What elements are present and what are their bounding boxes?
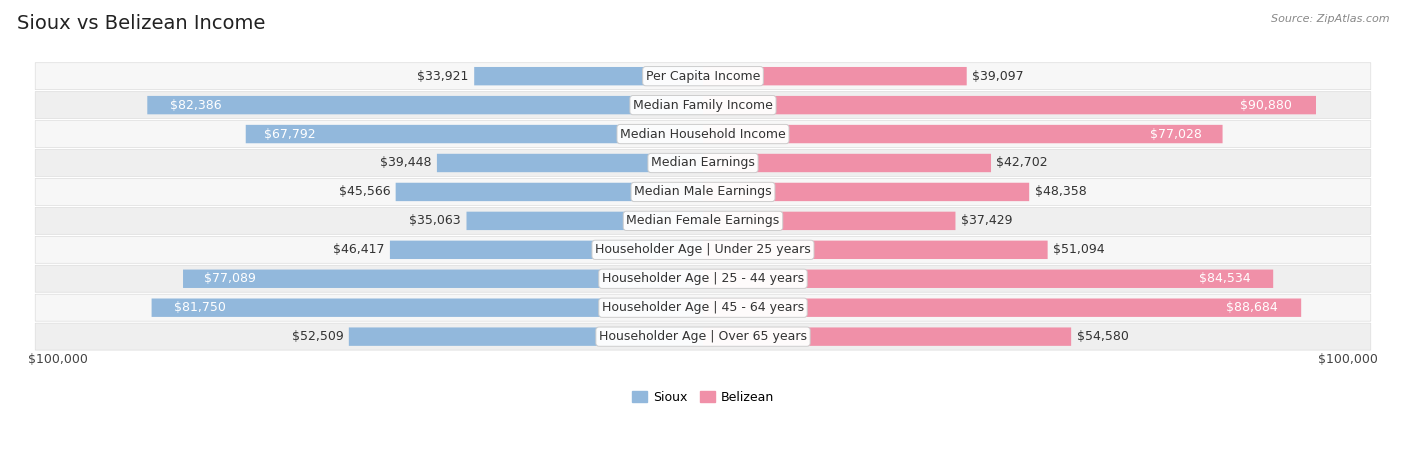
Text: $35,063: $35,063 bbox=[409, 214, 461, 227]
Text: Householder Age | Under 25 years: Householder Age | Under 25 years bbox=[595, 243, 811, 256]
FancyBboxPatch shape bbox=[35, 178, 1371, 205]
Text: $42,702: $42,702 bbox=[997, 156, 1047, 170]
Text: Sioux vs Belizean Income: Sioux vs Belizean Income bbox=[17, 14, 266, 33]
FancyBboxPatch shape bbox=[703, 298, 1301, 317]
FancyBboxPatch shape bbox=[35, 236, 1371, 263]
FancyBboxPatch shape bbox=[703, 327, 1071, 346]
Text: $39,097: $39,097 bbox=[972, 70, 1024, 83]
FancyBboxPatch shape bbox=[35, 120, 1371, 148]
FancyBboxPatch shape bbox=[467, 212, 703, 230]
FancyBboxPatch shape bbox=[437, 154, 703, 172]
FancyBboxPatch shape bbox=[35, 323, 1371, 350]
FancyBboxPatch shape bbox=[703, 96, 1316, 114]
FancyBboxPatch shape bbox=[703, 212, 956, 230]
FancyBboxPatch shape bbox=[246, 125, 703, 143]
Text: $77,089: $77,089 bbox=[204, 272, 256, 285]
Text: $33,921: $33,921 bbox=[418, 70, 468, 83]
Text: Householder Age | 25 - 44 years: Householder Age | 25 - 44 years bbox=[602, 272, 804, 285]
Text: $88,684: $88,684 bbox=[1226, 301, 1277, 314]
FancyBboxPatch shape bbox=[703, 154, 991, 172]
FancyBboxPatch shape bbox=[35, 294, 1371, 321]
FancyBboxPatch shape bbox=[35, 63, 1371, 90]
Text: $90,880: $90,880 bbox=[1240, 99, 1292, 112]
Text: $46,417: $46,417 bbox=[333, 243, 384, 256]
FancyBboxPatch shape bbox=[703, 241, 1047, 259]
Text: Median Male Earnings: Median Male Earnings bbox=[634, 185, 772, 198]
FancyBboxPatch shape bbox=[35, 207, 1371, 234]
Text: Median Household Income: Median Household Income bbox=[620, 127, 786, 141]
Text: Source: ZipAtlas.com: Source: ZipAtlas.com bbox=[1271, 14, 1389, 24]
FancyBboxPatch shape bbox=[389, 241, 703, 259]
FancyBboxPatch shape bbox=[474, 67, 703, 85]
Text: $51,094: $51,094 bbox=[1053, 243, 1105, 256]
Text: $54,580: $54,580 bbox=[1077, 330, 1129, 343]
Text: Householder Age | Over 65 years: Householder Age | Over 65 years bbox=[599, 330, 807, 343]
Text: $77,028: $77,028 bbox=[1150, 127, 1202, 141]
Text: Median Family Income: Median Family Income bbox=[633, 99, 773, 112]
Text: $37,429: $37,429 bbox=[960, 214, 1012, 227]
FancyBboxPatch shape bbox=[35, 92, 1371, 119]
Text: $100,000: $100,000 bbox=[28, 353, 89, 366]
Text: $39,448: $39,448 bbox=[380, 156, 432, 170]
Text: $100,000: $100,000 bbox=[1317, 353, 1378, 366]
FancyBboxPatch shape bbox=[35, 265, 1371, 292]
Text: $48,358: $48,358 bbox=[1035, 185, 1087, 198]
Text: $81,750: $81,750 bbox=[174, 301, 225, 314]
FancyBboxPatch shape bbox=[152, 298, 703, 317]
Legend: Sioux, Belizean: Sioux, Belizean bbox=[627, 386, 779, 409]
Text: Median Earnings: Median Earnings bbox=[651, 156, 755, 170]
Text: $67,792: $67,792 bbox=[264, 127, 316, 141]
FancyBboxPatch shape bbox=[703, 67, 967, 85]
Text: $84,534: $84,534 bbox=[1199, 272, 1250, 285]
FancyBboxPatch shape bbox=[35, 149, 1371, 177]
FancyBboxPatch shape bbox=[183, 269, 703, 288]
FancyBboxPatch shape bbox=[349, 327, 703, 346]
Text: $45,566: $45,566 bbox=[339, 185, 391, 198]
Text: Householder Age | 45 - 64 years: Householder Age | 45 - 64 years bbox=[602, 301, 804, 314]
FancyBboxPatch shape bbox=[148, 96, 703, 114]
FancyBboxPatch shape bbox=[395, 183, 703, 201]
FancyBboxPatch shape bbox=[703, 125, 1223, 143]
Text: $52,509: $52,509 bbox=[291, 330, 343, 343]
Text: Median Female Earnings: Median Female Earnings bbox=[627, 214, 779, 227]
FancyBboxPatch shape bbox=[703, 183, 1029, 201]
Text: $82,386: $82,386 bbox=[170, 99, 221, 112]
FancyBboxPatch shape bbox=[703, 269, 1274, 288]
Text: Per Capita Income: Per Capita Income bbox=[645, 70, 761, 83]
